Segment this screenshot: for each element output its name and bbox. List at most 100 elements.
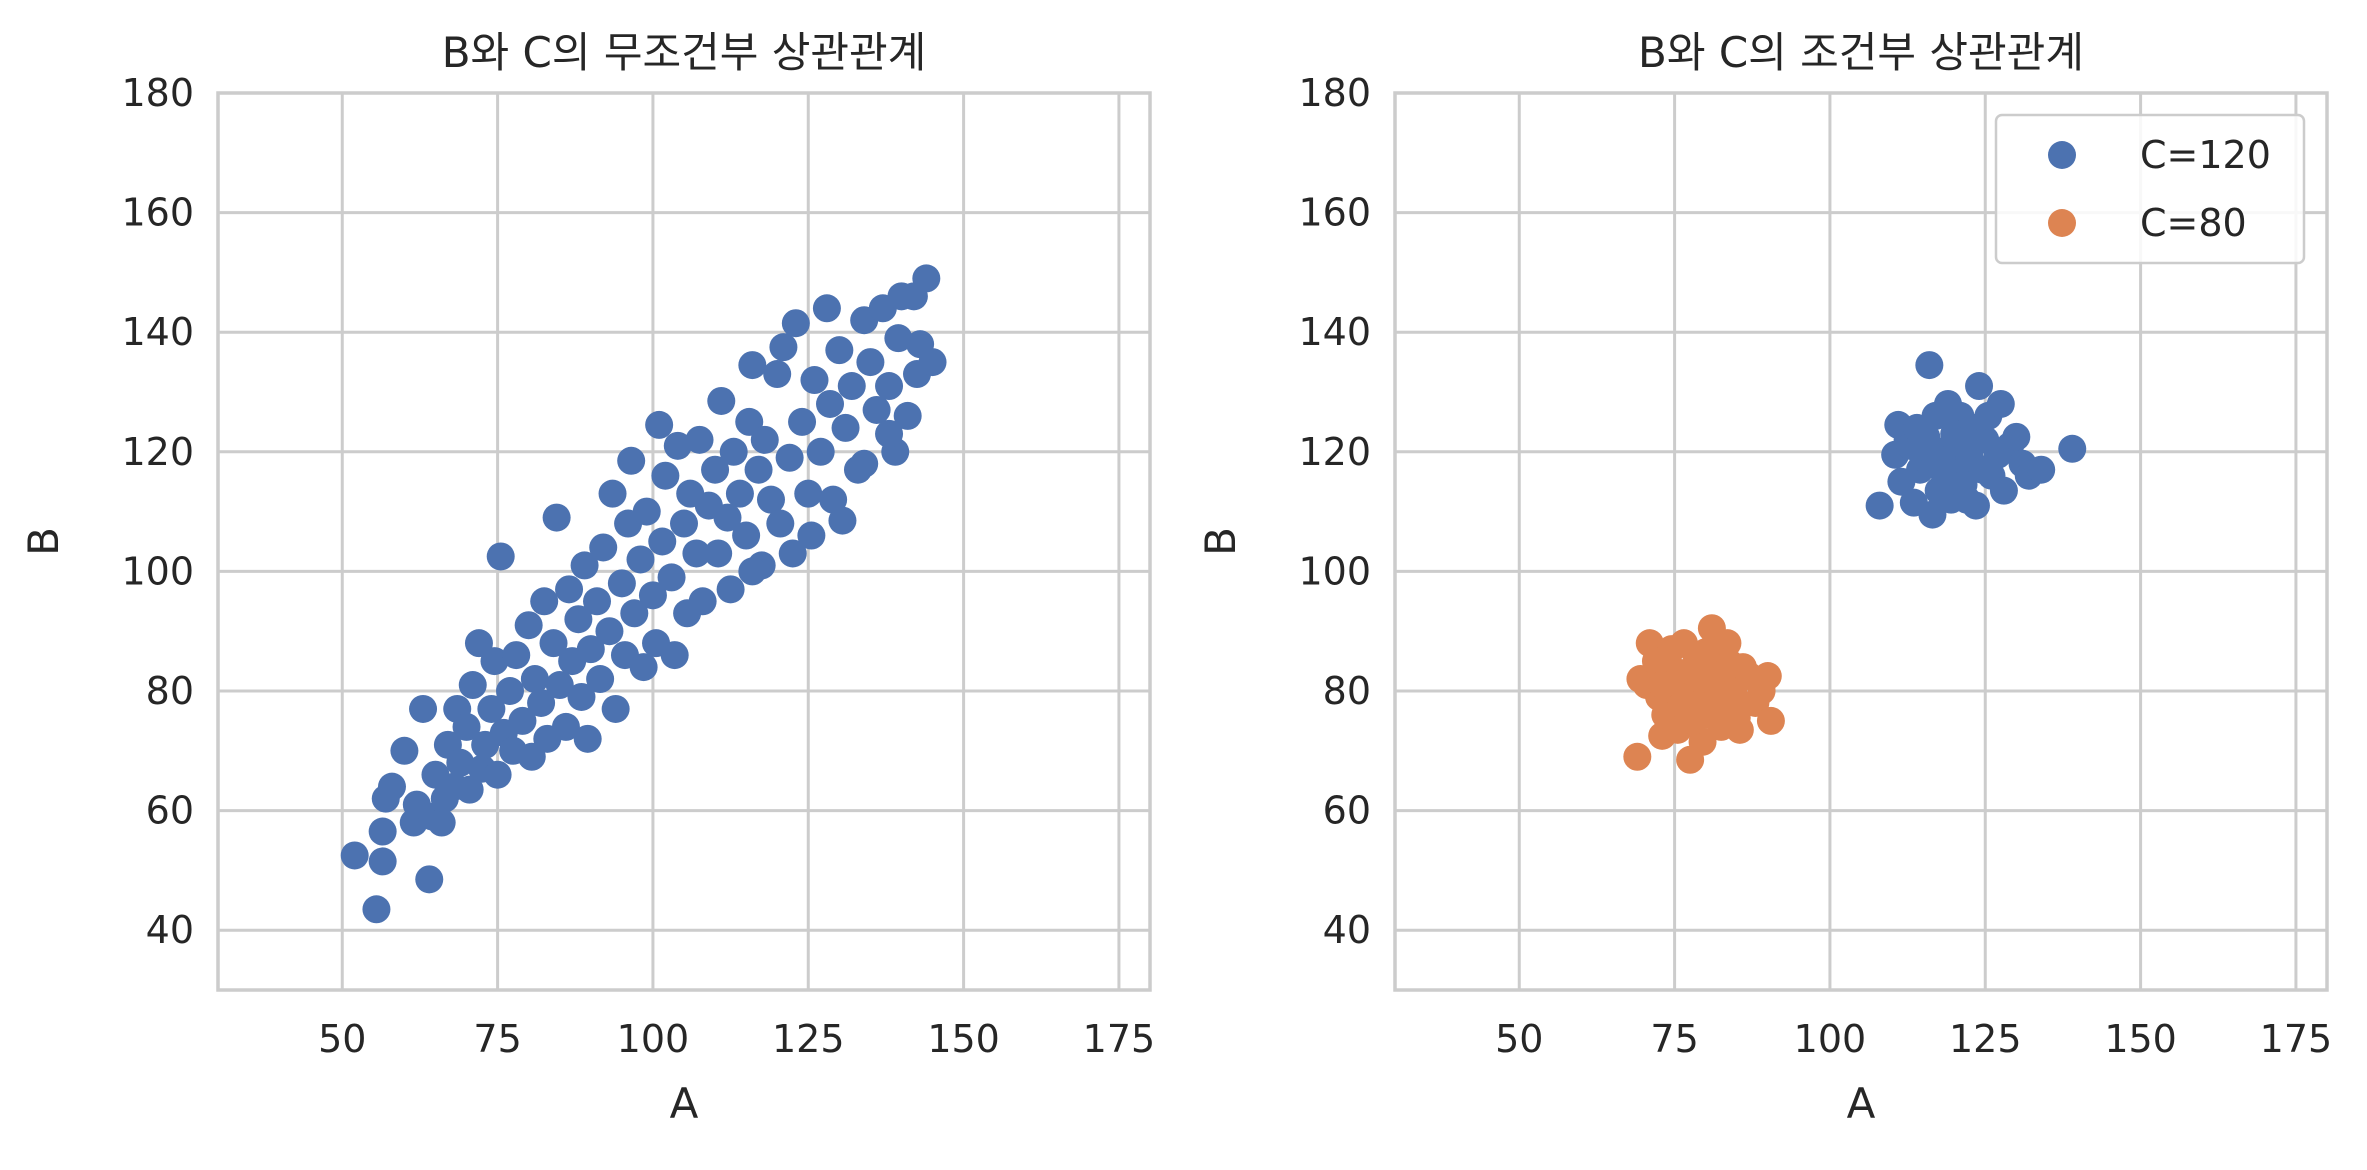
scatter-point xyxy=(446,748,475,777)
scatter-point xyxy=(1986,389,2015,418)
scatter-point xyxy=(797,521,826,550)
scatter-point xyxy=(2058,434,2087,463)
scatter-point xyxy=(368,847,397,876)
scatter-point xyxy=(576,635,605,664)
scatter-point xyxy=(555,575,584,604)
legend-marker-c120 xyxy=(2048,141,2076,169)
scatter-point xyxy=(685,425,714,454)
scatter-point xyxy=(756,485,785,514)
scatter-point xyxy=(704,539,733,568)
x-tick-label: 175 xyxy=(2260,1017,2333,1061)
scatter-point xyxy=(750,425,779,454)
scatter-point xyxy=(744,455,773,484)
scatter-point xyxy=(496,677,525,705)
y-tick-label: 40 xyxy=(146,908,194,952)
scatter-point xyxy=(1704,679,1733,708)
scatter-point xyxy=(1688,727,1717,756)
scatter-point xyxy=(1691,638,1720,667)
scatter-point xyxy=(1918,500,1947,529)
scatter-point xyxy=(719,437,748,466)
scatter-point xyxy=(1965,372,1994,401)
scatter-point xyxy=(763,360,792,389)
y-tick-label: 160 xyxy=(1298,191,1371,235)
x-tick-label: 150 xyxy=(2104,1017,2177,1061)
scatter-point xyxy=(788,407,817,436)
y-tick-label: 40 xyxy=(1323,908,1371,952)
scatter-point xyxy=(598,479,627,508)
scatter-point xyxy=(862,395,891,424)
y-tick-label: 100 xyxy=(121,549,194,593)
scatter-point xyxy=(573,724,602,753)
y-tick-label: 60 xyxy=(1323,789,1371,833)
scatter-point xyxy=(530,587,559,616)
x-tick-label: 125 xyxy=(1949,1017,2022,1061)
x-tick-label: 150 xyxy=(927,1017,1000,1061)
y-tick-labels: 40 60 80 100 120 140 160 180 xyxy=(1298,71,1371,952)
x-tick-label: 50 xyxy=(1495,1017,1543,1061)
scatter-point xyxy=(1952,425,1981,454)
scatter-point xyxy=(1679,706,1708,735)
x-tick-labels: 50 75 100 125 150 175 xyxy=(318,1017,1155,1061)
scatter-point xyxy=(1865,491,1894,520)
scatter-point xyxy=(778,539,807,568)
scatter-points xyxy=(340,264,947,924)
scatter-point xyxy=(1915,351,1944,380)
scatter-point xyxy=(670,509,698,538)
scatter-point xyxy=(769,333,798,362)
scatter-point xyxy=(632,497,661,526)
scatter-point xyxy=(626,545,655,574)
y-tick-label: 180 xyxy=(121,71,194,115)
scatter-point xyxy=(1716,650,1745,679)
scatter-point xyxy=(651,461,680,490)
scatter-point xyxy=(629,653,658,682)
scatter-point xyxy=(828,506,857,535)
scatter-point xyxy=(1915,434,1944,463)
y-tick-labels: 40 60 80 100 120 140 160 180 xyxy=(121,71,194,952)
scatter-point xyxy=(2027,455,2056,484)
scatter-point xyxy=(893,401,922,430)
x-axis-label: A xyxy=(1847,1079,1876,1128)
x-tick-label: 50 xyxy=(318,1017,366,1061)
scatter-point xyxy=(688,587,717,616)
scatter-point xyxy=(589,533,618,562)
scatter-point xyxy=(794,479,823,508)
x-tick-labels: 50 75 100 125 150 175 xyxy=(1495,1017,2332,1061)
scatter-point xyxy=(645,410,674,439)
scatter-point xyxy=(368,817,397,846)
scatter-point xyxy=(831,413,860,442)
scatter-point xyxy=(825,336,854,365)
scatter-point xyxy=(542,503,571,532)
scatter-point xyxy=(583,587,612,616)
scatter-point xyxy=(850,449,879,478)
y-tick-label: 80 xyxy=(1323,669,1371,713)
scatter-points xyxy=(1623,351,2087,774)
y-axis-label: B xyxy=(1196,527,1245,556)
scatter-point xyxy=(648,527,677,556)
scatter-point xyxy=(455,775,484,804)
y-tick-label: 140 xyxy=(121,310,194,354)
scatter-point xyxy=(545,671,574,700)
scatter-point xyxy=(409,694,438,723)
scatter-point xyxy=(564,605,593,634)
scatter-point xyxy=(486,542,515,571)
scatter-point xyxy=(340,841,369,870)
scatter-point xyxy=(713,503,742,532)
scatter-point xyxy=(660,641,689,670)
scatter-point xyxy=(539,629,568,658)
y-tick-label: 100 xyxy=(1298,549,1371,593)
scatter-point xyxy=(483,760,512,789)
scatter-point xyxy=(638,581,667,610)
scatter-point xyxy=(1756,706,1785,735)
scatter-point xyxy=(586,665,615,694)
y-tick-label: 180 xyxy=(1298,71,1371,115)
scatter-point xyxy=(701,455,730,484)
scatter-point xyxy=(707,386,736,415)
scatter-point xyxy=(657,563,686,592)
scatter-point xyxy=(682,539,711,568)
x-tick-label: 75 xyxy=(473,1017,521,1061)
x-tick-label: 75 xyxy=(1650,1017,1698,1061)
x-tick-label: 175 xyxy=(1083,1017,1156,1061)
scatter-point xyxy=(508,706,537,735)
chart-panel-conditional: 50 75 100 125 150 175 40 60 80 100 120 140 160 180 B… xyxy=(1196,28,2332,1128)
